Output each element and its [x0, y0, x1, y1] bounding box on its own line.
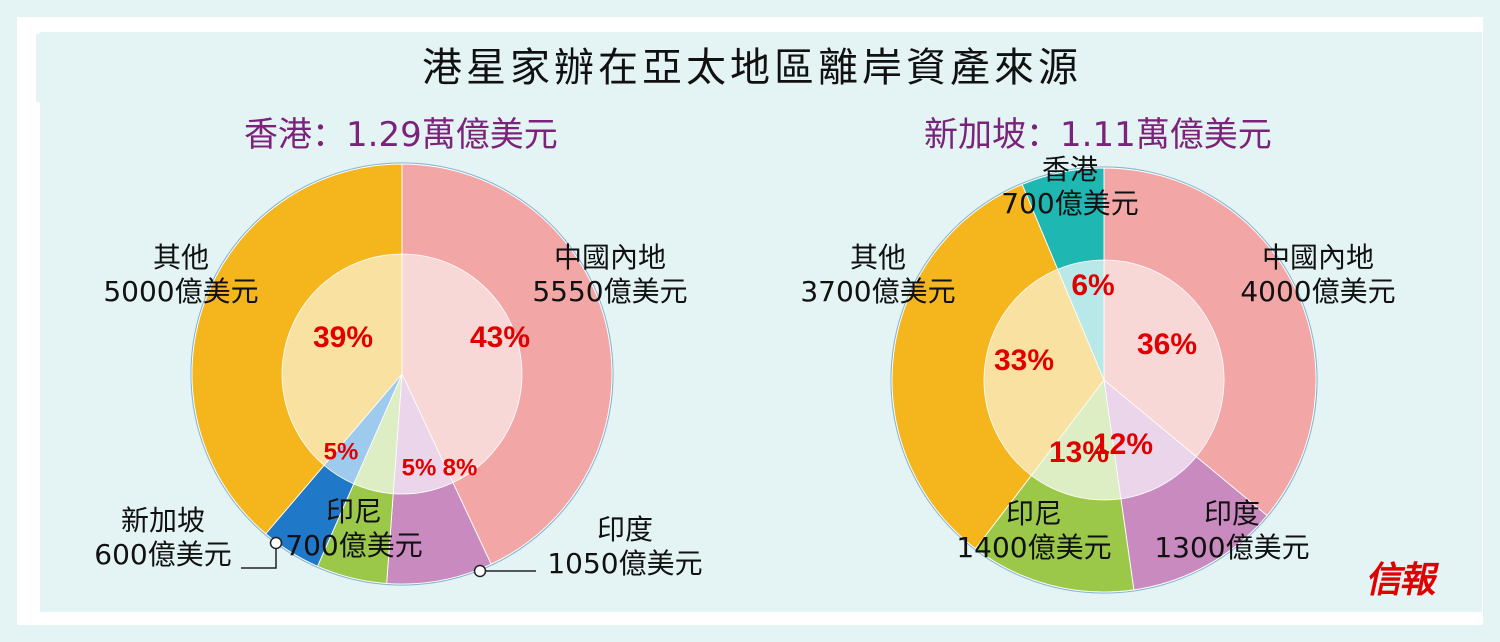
leader-dot-1 — [269, 536, 283, 550]
value-label-3: 3700億美元 — [800, 275, 955, 308]
category-label-4: 香港 — [1042, 153, 1098, 186]
category-label-1: 印度 — [597, 513, 653, 546]
pie-slice-inner-3 — [983, 268, 1105, 477]
title-bar: 港星家辦在亞太地區離岸資產來源 — [36, 34, 1468, 102]
singapore-chart-title: 新加坡：1.11萬億美元 — [924, 115, 1272, 155]
category-label-3: 其他 — [850, 241, 906, 274]
category-label-1: 印度 — [1204, 497, 1260, 530]
value-label-3: 600億美元 — [94, 538, 231, 571]
charts-area: 香港：1.29萬億美元 新加坡：1.11萬億美元 43% 8% 5% 5% 39% 中國內… — [36, 96, 1468, 616]
charts-svg: 43%8%5%5%39%中國內地5550億美元印度1050億美元印尼700億美元… — [94, 153, 1396, 594]
publisher-watermark: 信報 — [1363, 559, 1441, 601]
value-label-0: 5550億美元 — [532, 275, 687, 308]
category-label-0: 中國內地 — [1262, 241, 1374, 274]
category-label-2: 印尼 — [1006, 497, 1062, 530]
value-label-0: 4000億美元 — [1240, 275, 1395, 308]
percent-label-4: 6% — [1071, 269, 1114, 302]
pie-chart-0: 43%8%5%5%39%中國內地5550億美元印度1050億美元印尼700億美元… — [94, 162, 703, 586]
percent-label-3: 33% — [994, 344, 1054, 377]
leader-line-1 — [241, 543, 277, 569]
percent-label-4: 39% — [313, 321, 373, 354]
page-title: 港星家辦在亞太地區離岸資產來源 — [422, 45, 1082, 91]
category-label-2: 印尼 — [326, 495, 382, 528]
pie-slice-inner-2 — [1030, 378, 1122, 501]
value-label-1: 1300億美元 — [1154, 531, 1309, 564]
percent-label-0: 43% — [470, 321, 530, 354]
percent-label-1: 8% — [443, 454, 478, 481]
percent-label-0: 36% — [1137, 328, 1197, 361]
value-label-2: 1400億美元 — [956, 531, 1111, 564]
pie-slice-inner-0 — [1103, 259, 1225, 458]
value-label-1: 1050億美元 — [547, 547, 702, 580]
leader-dot-0 — [473, 564, 487, 578]
value-label-4: 5000億美元 — [103, 275, 258, 308]
pie-slice-inner-4 — [1057, 259, 1105, 381]
category-label-3: 新加坡 — [121, 504, 205, 537]
value-label-4: 700億美元 — [1001, 187, 1138, 220]
pie-slice-inner-0 — [401, 253, 523, 484]
category-label-0: 中國內地 — [554, 241, 666, 274]
percent-label-2: 13% — [1049, 436, 1109, 469]
percent-label-1: 12% — [1093, 428, 1153, 461]
pie-slice-inner-1 — [1103, 379, 1197, 500]
pie-slice-inner-4 — [281, 253, 403, 466]
percent-label-2: 5% — [402, 454, 437, 481]
value-label-2: 700億美元 — [285, 529, 422, 562]
hongkong-chart-title: 香港：1.29萬億美元 — [244, 115, 558, 155]
percent-label-3: 5% — [324, 438, 359, 465]
category-label-4: 其他 — [153, 241, 209, 274]
